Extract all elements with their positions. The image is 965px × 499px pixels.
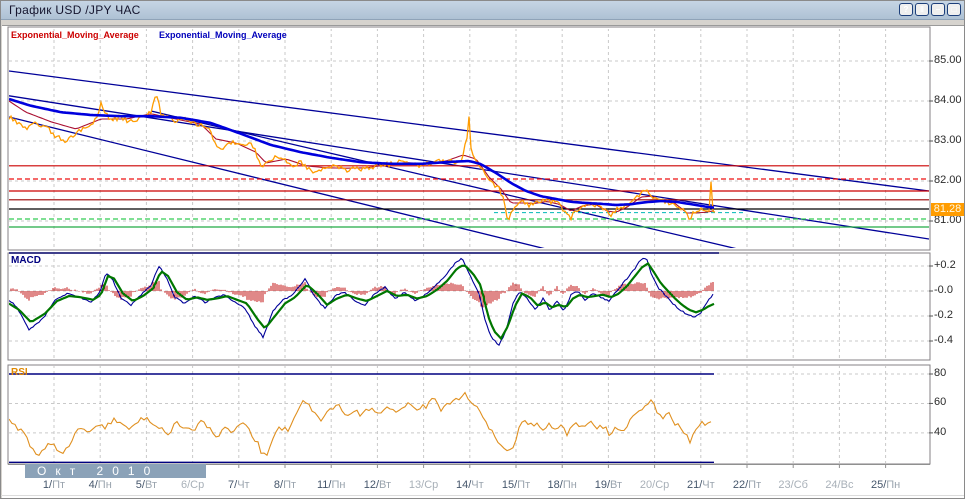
date-tick-label: 8/Пт bbox=[273, 479, 297, 491]
macd-panel-label: MACD bbox=[11, 255, 41, 266]
rsi-panel-label: RSI bbox=[11, 367, 28, 378]
date-tick-label: 4/Пн bbox=[88, 479, 112, 491]
legend-ema-blue: Exponential_Moving_Average bbox=[159, 30, 287, 40]
minimize-button[interactable]: – bbox=[931, 3, 945, 16]
date-tick-label: 19/Вт bbox=[594, 479, 623, 491]
price-tick-label: 85.00 bbox=[934, 54, 962, 66]
date-tick-label: 21/Чт bbox=[686, 479, 715, 491]
rsi-tick-label: 40 bbox=[934, 425, 947, 438]
window-title: График USD /JPY ЧАС bbox=[9, 3, 141, 17]
current-price-badge: 81.28 bbox=[931, 203, 964, 217]
month-badge: Окт 2010 bbox=[25, 464, 206, 478]
macd-tick-label: -0.4 bbox=[934, 334, 953, 346]
help-button[interactable]: ? bbox=[899, 3, 913, 16]
legend-ema-red: Exponential_Moving_Average bbox=[11, 30, 139, 40]
price-tick-label: 84.00 bbox=[934, 94, 962, 106]
maximize-button[interactable]: □ bbox=[947, 3, 961, 16]
date-tick-label: 23/Сб bbox=[778, 479, 808, 491]
macd-tick-label: -0.0 bbox=[934, 284, 953, 296]
date-tick-label: 13/Ср bbox=[408, 479, 439, 491]
date-tick-label: 22/Пт bbox=[732, 479, 762, 491]
date-tick-label: 12/Вт bbox=[363, 479, 392, 491]
window-titlebar[interactable]: График USD /JPY ЧАС ? ‖ – □ bbox=[1, 1, 964, 20]
price-tick-label: 83.00 bbox=[934, 134, 962, 146]
rsi-tick-label: 60 bbox=[934, 396, 947, 409]
macd-tick-label: -0.2 bbox=[934, 309, 953, 321]
date-tick-label: 15/Пт bbox=[501, 479, 531, 491]
rsi-tick-label: 80 bbox=[934, 367, 947, 379]
date-tick-label: 11/Пн bbox=[316, 479, 346, 491]
price-tick-label: 82.00 bbox=[934, 174, 962, 186]
chart-background bbox=[2, 25, 964, 498]
date-tick-label: 5/Вт bbox=[135, 479, 157, 491]
date-tick-label: 14/Чт bbox=[455, 479, 484, 491]
price-tick-label: 81.00 bbox=[934, 214, 962, 226]
titlebar-buttons: ? ‖ – □ bbox=[899, 3, 961, 16]
date-tick-label: 25/Пн bbox=[870, 479, 901, 491]
date-tick-label: 7/Чт bbox=[228, 479, 250, 491]
date-tick-label: 20/Ср bbox=[639, 479, 670, 491]
date-tick-label: 1/Пт bbox=[42, 479, 66, 491]
macd-tick-label: +0.2 bbox=[934, 259, 956, 271]
date-tick-label: 18/Пн bbox=[547, 479, 577, 491]
pause-button[interactable]: ‖ bbox=[915, 3, 929, 16]
date-tick-label: 24/Вс bbox=[825, 479, 854, 491]
date-tick-label: 6/Ср bbox=[180, 479, 205, 491]
